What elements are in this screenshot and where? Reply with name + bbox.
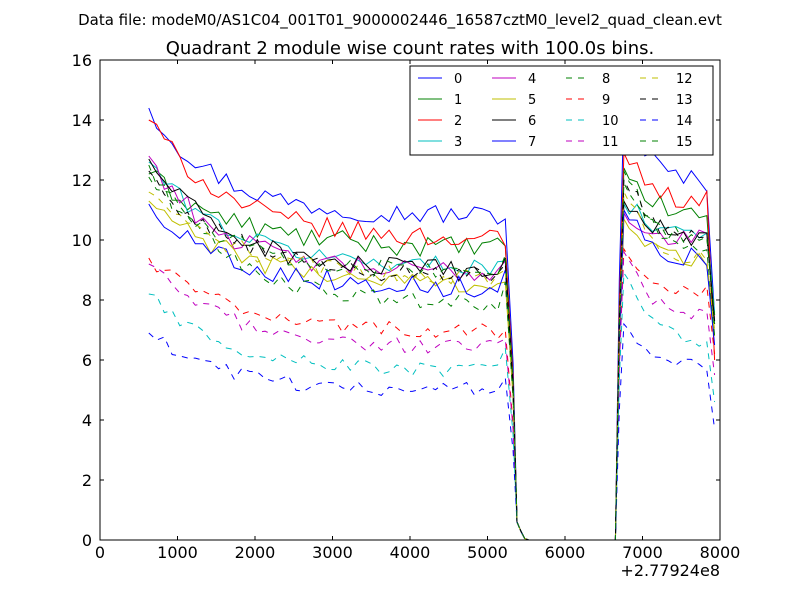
legend-label-12: 12 — [676, 72, 693, 87]
series-line-6 — [148, 158, 716, 541]
legend-label-10: 10 — [602, 114, 619, 129]
x-tick-label: 4000 — [390, 543, 431, 562]
series-line-11 — [148, 250, 716, 541]
y-tick-label: 2 — [82, 471, 92, 490]
series-line-1 — [148, 167, 716, 541]
legend-label-9: 9 — [602, 93, 610, 108]
legend-label-8: 8 — [602, 72, 610, 87]
y-tick-label: 6 — [82, 351, 92, 370]
legend-label-7: 7 — [528, 135, 536, 150]
legend-label-4: 4 — [528, 72, 536, 87]
x-tick-label: 1000 — [157, 543, 198, 562]
series-line-5 — [148, 200, 716, 541]
series-line-9 — [148, 247, 716, 541]
x-tick-label: 6000 — [545, 543, 586, 562]
series-line-13 — [148, 170, 716, 541]
tick-layer: 0 1000 2000 3000 4000 5000 6000 7000 80000246810… — [72, 51, 741, 562]
series-line-7 — [148, 203, 716, 541]
figure-suptitle: Data file: modeM0/AS1C04_001T01_90000024… — [78, 11, 722, 30]
legend-label-0: 0 — [454, 72, 462, 87]
series-line-15 — [148, 176, 716, 541]
legend-label-13: 13 — [676, 93, 693, 108]
x-tick-label: 5000 — [467, 543, 508, 562]
y-tick-label: 10 — [72, 231, 92, 250]
legend-label-3: 3 — [454, 135, 462, 150]
series-layer — [148, 107, 716, 541]
legend-label-6: 6 — [528, 114, 536, 129]
y-tick-label: 16 — [72, 51, 92, 70]
legend-label-11: 11 — [602, 135, 619, 150]
legend-label-2: 2 — [454, 114, 462, 129]
legend-label-1: 1 — [454, 93, 462, 108]
legend-label-15: 15 — [676, 135, 693, 150]
plot-frame — [99, 59, 721, 541]
series-line-10 — [148, 271, 716, 541]
series-line-2 — [148, 119, 716, 541]
series-line-4 — [148, 155, 716, 541]
legend-label-5: 5 — [528, 93, 536, 108]
series-line-8 — [148, 164, 716, 541]
y-tick-label: 12 — [72, 171, 92, 190]
x-tick-label: 0 — [95, 543, 105, 562]
x-tick-label: 2000 — [235, 543, 276, 562]
y-tick-label: 0 — [82, 531, 92, 550]
y-tick-label: 8 — [82, 291, 92, 310]
x-tick-label: 3000 — [312, 543, 353, 562]
legend-frame — [409, 65, 714, 156]
series-line-12 — [148, 190, 716, 541]
legend-label-14: 14 — [676, 114, 693, 129]
chart-title: Quadrant 2 module wise count rates with … — [166, 38, 655, 59]
x-tick-label: 7000 — [622, 543, 663, 562]
x-tick-label: 8000 — [700, 543, 741, 562]
y-tick-label: 14 — [72, 111, 92, 130]
x-offset-label: +2.77924e8 — [620, 561, 720, 580]
y-tick-label: 4 — [82, 411, 92, 430]
